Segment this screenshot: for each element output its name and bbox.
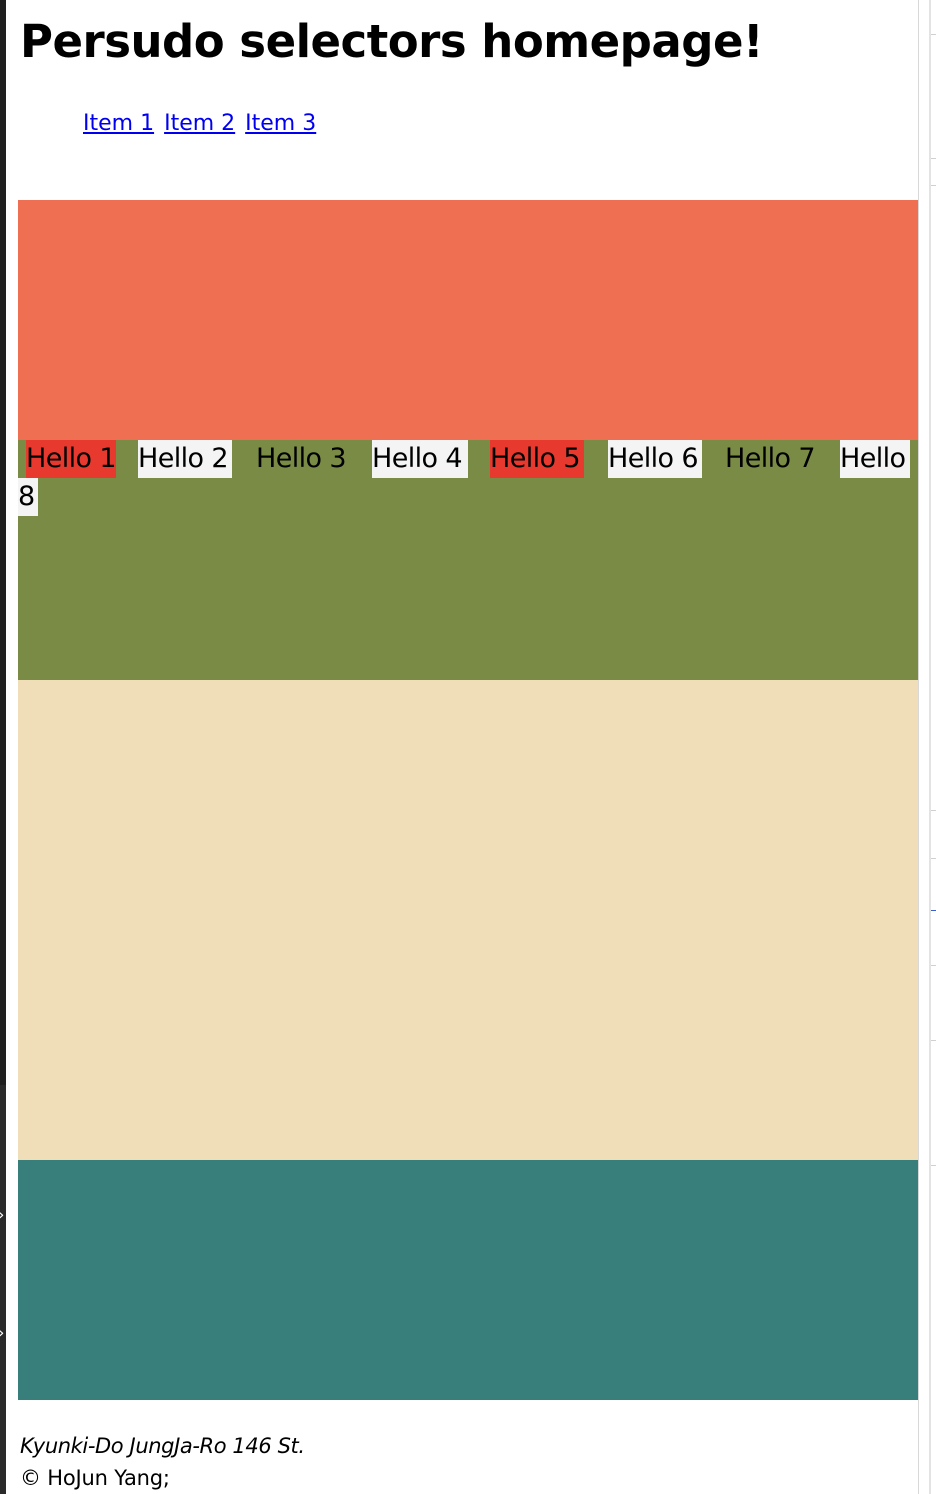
hello-item-8-part-1: Hello: [840, 440, 910, 478]
page-title: Persudo selectors homepage!: [20, 15, 764, 68]
edge-glyph: ›: [0, 1205, 4, 1224]
hello-item-3: Hello 3: [256, 443, 347, 474]
top-nav: Item 1 Item 2 Item 3: [83, 108, 319, 140]
nav-link-item-3[interactable]: Item 3: [245, 111, 317, 136]
color-block-3-continued: [18, 920, 918, 1160]
scrollbar-tick: [931, 185, 936, 186]
color-block-2: [18, 440, 918, 680]
scrollbar-tick: [931, 34, 936, 35]
edge-glyph: ›: [0, 1323, 4, 1342]
nav-link-item-1[interactable]: Item 1: [83, 111, 155, 136]
hello-item-2: Hello 2: [138, 440, 232, 478]
scrollbar[interactable]: [918, 0, 936, 1494]
scrollbar-tick: [931, 1165, 936, 1166]
color-block-3: [18, 680, 918, 920]
footer-address: Kyunki-Do JungJa-Ro 146 St.: [20, 1434, 305, 1458]
nav-link-item-2[interactable]: Item 2: [164, 111, 236, 136]
scrollbar-tick: [931, 1040, 936, 1041]
scrollbar-track[interactable]: [929, 0, 931, 1494]
footer: Kyunki-Do JungJa-Ro 146 St. © HoJun Yang…: [20, 1430, 305, 1494]
scrollbar-tick: [931, 858, 936, 859]
footer-copyright: © HoJun Yang;: [20, 1466, 170, 1490]
window-left-edge: › ›: [0, 0, 6, 1494]
hello-item-7: Hello 7: [725, 443, 816, 474]
scrollbar-tick: [931, 965, 936, 966]
color-block-1: [18, 200, 918, 440]
hello-item-8-part-2: 8: [18, 478, 38, 516]
hello-item-5: Hello 5: [490, 440, 584, 478]
hello-item-1: Hello 1: [26, 440, 117, 478]
hello-item-4: Hello 4: [372, 440, 468, 478]
scrollbar-tick: [931, 810, 936, 811]
scrollbar-tick: [931, 910, 936, 911]
scrollbar-tick: [931, 158, 936, 159]
window-left-edge-lower: [0, 1085, 6, 1494]
color-block-4: [18, 1160, 918, 1400]
hello-item-6: Hello 6: [608, 440, 702, 478]
